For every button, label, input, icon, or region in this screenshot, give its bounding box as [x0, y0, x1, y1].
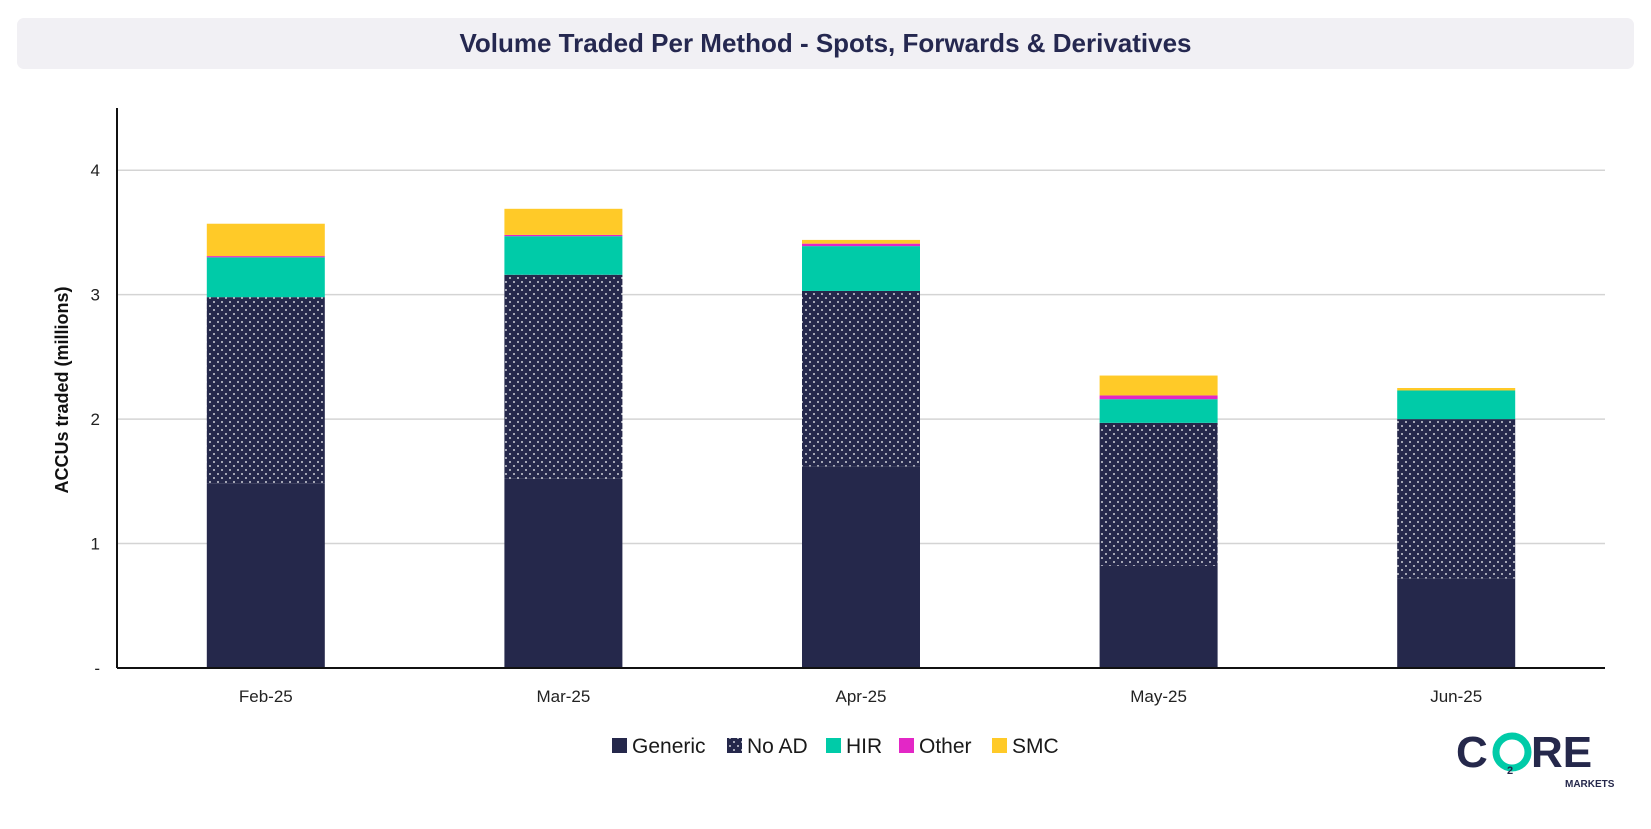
logo-sub-text: MARKETS [1565, 779, 1615, 790]
bar-segment-no-ad [1099, 422, 1218, 566]
legend: Generic No AD HIR Other SMC [612, 735, 1059, 758]
core-markets-logo: C 2 RE MARKETS [1456, 728, 1615, 790]
chart-title-bar: Volume Traded Per Method - Spots, Forwar… [17, 18, 1634, 69]
x-tick-label: May-25 [1130, 687, 1187, 706]
logo-text-re: RE [1531, 728, 1592, 777]
bar-segment-other [802, 243, 920, 247]
x-tick-label: Jun-25 [1430, 687, 1482, 706]
bar-segment-no-ad [1397, 419, 1516, 579]
logo-text-c: C [1456, 728, 1488, 777]
bar-segment-other [1099, 395, 1218, 400]
y-axis-label: ACCUs traded (millions) [52, 286, 72, 493]
bar-segment-smc [1397, 388, 1516, 391]
legend-swatch [612, 738, 627, 753]
logo-subscript: 2 [1507, 765, 1513, 777]
legend-swatch [826, 738, 841, 753]
legend-swatch [727, 738, 742, 753]
y-tick-label: - [94, 659, 100, 678]
x-tick-label: Apr-25 [835, 687, 886, 706]
bar-segment-hir [206, 257, 325, 298]
y-tick-label: 1 [91, 535, 100, 554]
bar-segment-smc [1099, 375, 1218, 396]
axes [116, 108, 1605, 669]
legend-label: Other [919, 735, 972, 758]
bar-segment-smc [504, 208, 623, 235]
bar-segment-generic [802, 466, 920, 668]
bar-segment-other [504, 234, 623, 237]
legend-swatch [899, 738, 914, 753]
bar-segment-no-ad [802, 290, 920, 467]
bar-segment-smc [206, 223, 325, 257]
y-tick-label: 2 [91, 410, 100, 429]
bar-segment-smc [802, 239, 920, 244]
legend-label: No AD [747, 735, 808, 758]
legend-label: HIR [846, 735, 882, 758]
bar-segment-generic [206, 483, 325, 668]
bar-segment-generic [1099, 565, 1218, 668]
bar-segment-other [206, 256, 325, 258]
bar-segment-generic [504, 478, 623, 668]
legend-label: Generic [632, 735, 706, 758]
bar-segment-no-ad [504, 274, 623, 479]
bar-segment-hir [1397, 390, 1516, 420]
tick-labels: - 1 2 3 4 Feb-25 Mar-25 Apr-25 May-25 Jun-25 [91, 161, 1483, 706]
x-tick-label: Feb-25 [239, 687, 293, 706]
bar-segment-no-ad [206, 297, 325, 484]
legend-label: SMC [1012, 735, 1059, 758]
bar-segment-hir [1099, 399, 1218, 423]
y-tick-label: 3 [91, 286, 100, 305]
bar-segment-generic [1397, 578, 1516, 668]
bar-segment-hir [504, 236, 623, 275]
chart-title: Volume Traded Per Method - Spots, Forwar… [459, 28, 1192, 58]
bars [206, 208, 1516, 668]
legend-swatch [992, 738, 1007, 753]
x-tick-label: Mar-25 [536, 687, 590, 706]
y-tick-label: 4 [91, 161, 100, 180]
bar-segment-hir [802, 246, 920, 291]
logo-o-ring [1492, 732, 1532, 772]
